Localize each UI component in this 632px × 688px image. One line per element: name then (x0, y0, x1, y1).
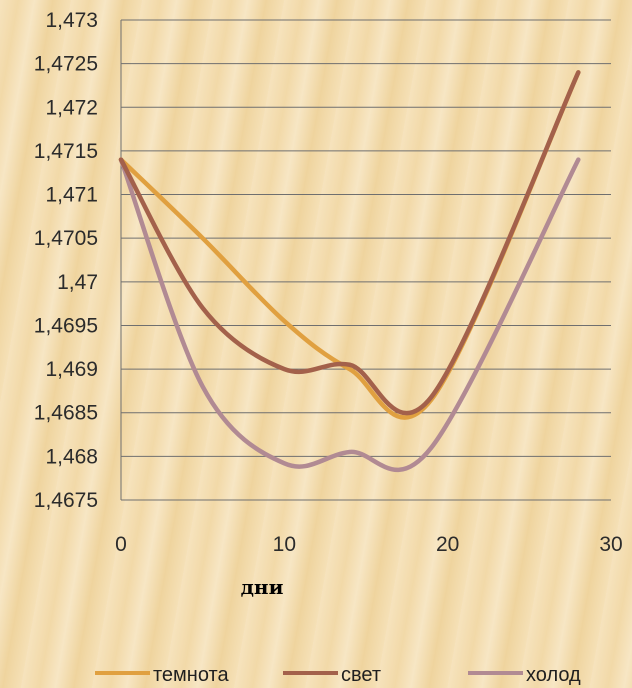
y-tick-label: 1,468 (45, 445, 98, 468)
y-tick-label: 1,4715 (34, 140, 98, 163)
y-tick-label: 1,472 (45, 96, 98, 119)
legend-label: холод (526, 664, 581, 686)
x-tick-label: 0 (115, 533, 127, 556)
series-lines (118, 70, 581, 473)
legend-label: свет (341, 664, 381, 686)
x-axis-label: дни (241, 575, 284, 599)
series-line-2 (118, 70, 581, 416)
y-tick-label: 1,4725 (34, 53, 98, 76)
legend: темнота свет холод (95, 664, 581, 686)
y-tick-label: 1,4685 (34, 402, 98, 425)
x-tick-label: 30 (599, 533, 622, 556)
x-tick-labels: 0 10 20 30 (115, 533, 623, 556)
x-tick-label: 10 (273, 533, 296, 556)
grid-lines (121, 19, 611, 457)
series-line-3 (118, 157, 581, 473)
y-tick-label: 1,47 (57, 271, 98, 294)
y-tick-label: 1,469 (45, 358, 98, 381)
y-tick-label: 1,473 (45, 9, 98, 32)
y-tick-label: 1,4675 (34, 489, 98, 512)
y-tick-labels: 1,4675 1,468 1,4685 1,469 1,4695 1,47 1,4705 1,… (34, 9, 98, 512)
y-tick-label: 1,4695 (34, 314, 98, 337)
y-tick-label: 1,471 (45, 184, 98, 207)
y-tick-label: 1,4705 (34, 227, 98, 250)
legend-label: темнота (153, 664, 229, 686)
x-tick-label: 20 (436, 533, 459, 556)
